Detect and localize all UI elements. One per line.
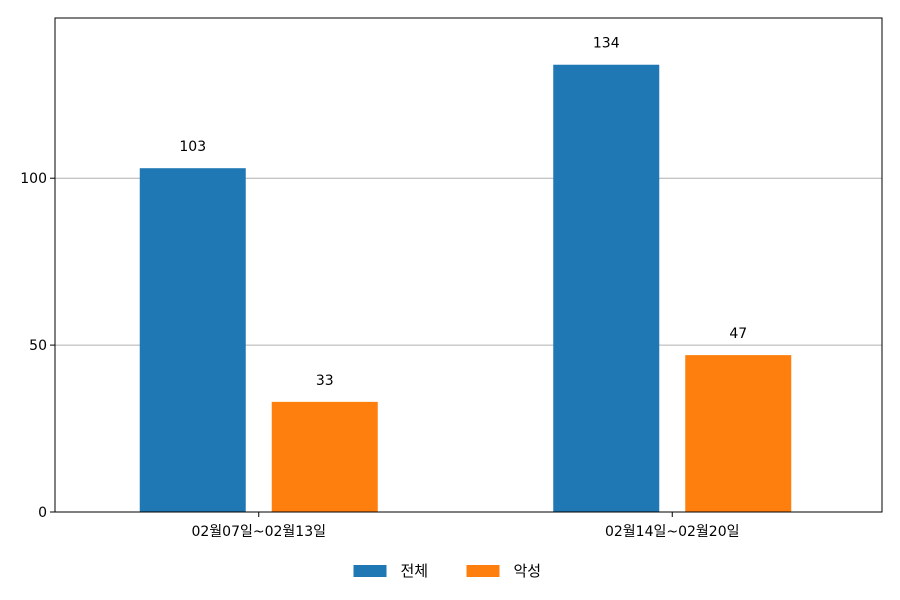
legend-swatch-0 xyxy=(353,565,387,577)
legend-label-0: 전체 xyxy=(401,562,429,580)
x-axis: 02월07일~02월13일 02월14일~02월20일 xyxy=(191,512,740,540)
y-tick-label-1: 50 xyxy=(29,338,47,354)
bar-1-0 xyxy=(271,401,378,512)
plot-frame xyxy=(54,17,883,513)
legend: 전체 악성 xyxy=(353,562,542,580)
y-axis: 0 50 100 xyxy=(20,171,55,521)
value-label-0-0: 103 xyxy=(179,139,206,155)
x-tick-label-0: 02월07일~02월13일 xyxy=(191,524,326,540)
x-tick-label-1: 02월14일~02월20일 xyxy=(605,524,740,540)
legend-swatch-1 xyxy=(466,565,500,577)
value-label-1-1: 47 xyxy=(729,326,747,342)
bar-0-0 xyxy=(139,168,246,512)
value-labels: 103 33 134 47 xyxy=(179,36,747,389)
bars xyxy=(139,64,792,512)
y-tick-label-0: 0 xyxy=(38,505,47,521)
bar-1-1 xyxy=(685,355,792,512)
y-tick-label-2: 100 xyxy=(20,171,47,187)
value-label-0-1: 134 xyxy=(593,36,620,52)
legend-label-1: 악성 xyxy=(514,562,542,580)
bar-0-1 xyxy=(553,64,660,512)
value-label-1-0: 33 xyxy=(316,373,334,389)
